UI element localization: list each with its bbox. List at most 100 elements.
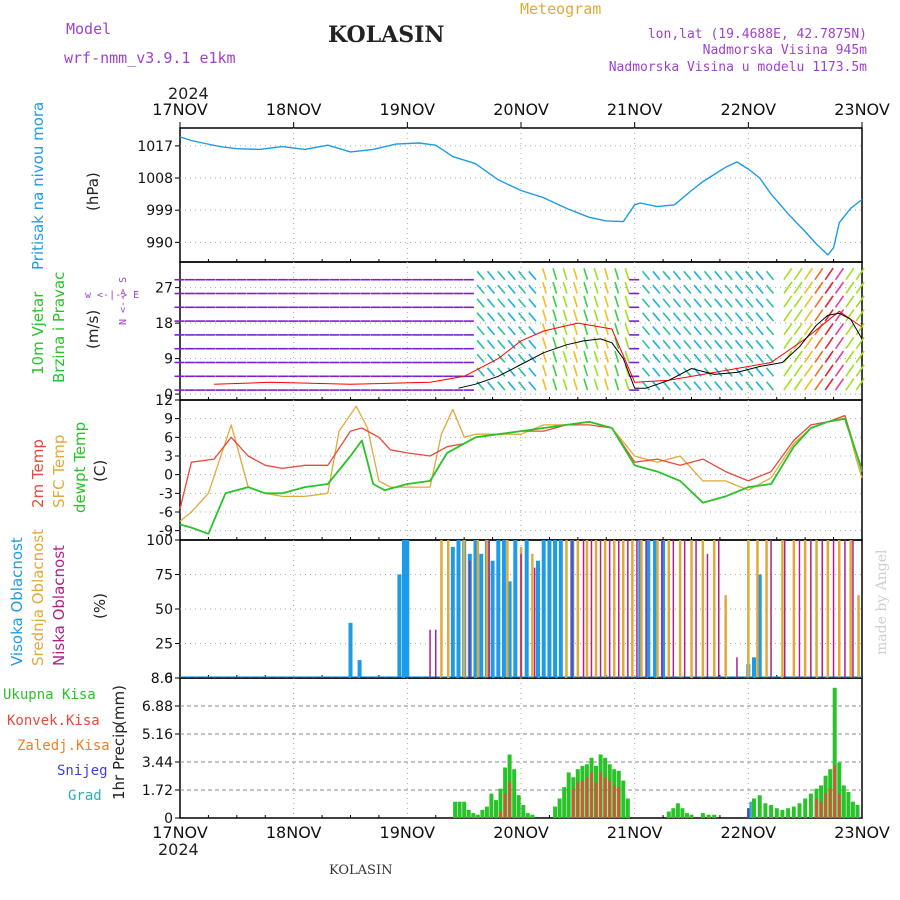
- wind-arrow: [528, 312, 537, 322]
- cloud-bar-high: [757, 574, 762, 678]
- wind-arrow: [652, 381, 661, 391]
- wind-arrow: [845, 336, 855, 350]
- cloud-bar-high: [450, 546, 455, 678]
- precip-bar-total: [457, 801, 462, 818]
- wind-arrow: [845, 364, 855, 377]
- y-tick-label: 9: [164, 412, 173, 428]
- wind-arrow: [572, 350, 578, 363]
- wind-arrow: [834, 378, 845, 391]
- x-tick-label-top: 18NOV: [266, 100, 322, 119]
- coords-label: lon,lat (19.4688E, 42.7875N): [648, 27, 867, 42]
- y-tick-label: 100: [146, 533, 173, 549]
- x-tick-label-bottom: 17NOV: [152, 823, 208, 842]
- wind-arrow: [855, 267, 865, 281]
- wind-arrow: [672, 284, 682, 295]
- wind-arrow: [497, 325, 506, 336]
- wind-arrow: [793, 322, 803, 336]
- y-tick-label: 9: [164, 352, 173, 368]
- wind-arrow: [724, 381, 733, 391]
- wind-arrow: [662, 298, 671, 308]
- wind-arrow: [507, 270, 516, 281]
- wind-arrow: [783, 267, 793, 281]
- wind-arrow: [572, 378, 578, 391]
- wind-arrow: [683, 284, 692, 295]
- wind-arrow: [834, 350, 845, 363]
- wind-arrow: [803, 378, 814, 391]
- model-label: Model: [66, 20, 111, 38]
- cloud-bar-mid: [815, 540, 818, 678]
- wind-arrow: [507, 381, 516, 391]
- cloud-bar-mid: [690, 540, 693, 678]
- cloud-bar-low: [821, 540, 823, 678]
- y-tick-label: 0: [164, 387, 173, 403]
- wind-arrow: [662, 381, 671, 391]
- wind-arrow: [562, 281, 568, 294]
- wind-arrow: [703, 270, 713, 281]
- cloud-bar-low: [683, 540, 686, 678]
- wind-arrow: [572, 309, 578, 322]
- wind-arrow: [824, 295, 834, 308]
- wind-arrow: [703, 353, 713, 364]
- cloud-bar-low: [582, 540, 585, 678]
- wind-arrow: [583, 323, 589, 336]
- wind-arrow: [528, 381, 537, 391]
- cloud-bar-high: [558, 540, 563, 678]
- precip-bar-convective: [828, 788, 832, 818]
- wind-arrow: [476, 339, 485, 350]
- wind-arrow: [783, 378, 793, 391]
- precip-bar-total: [521, 805, 526, 818]
- cloud-bar-low: [844, 540, 846, 678]
- y-tick-label: 1.72: [142, 783, 173, 799]
- wind-arrow: [734, 381, 744, 391]
- y-tick-label: 18: [155, 316, 173, 332]
- precip-bar-total: [671, 808, 676, 818]
- cloud-bar-mid: [756, 540, 759, 678]
- wind-arrow: [803, 364, 814, 377]
- wind-arrow: [834, 364, 845, 377]
- y-tick-label: 8.6: [151, 671, 173, 687]
- cloud-bar-high: [507, 581, 512, 678]
- cloud-bar-mid: [803, 540, 807, 678]
- wind-arrow: [755, 339, 764, 350]
- wind-arrow: [793, 281, 803, 294]
- cloud-bar-low: [429, 629, 431, 678]
- wind-arrow: [541, 323, 547, 336]
- wind-arrow: [552, 350, 558, 363]
- wind-arrow: [834, 336, 845, 350]
- wind-arrow: [734, 325, 744, 336]
- x-tick-label-top: 17NOV: [152, 100, 208, 119]
- wind-title: 10m Vjetar: [29, 291, 47, 375]
- wind-arrow: [652, 312, 661, 322]
- wind-arrow: [603, 378, 609, 391]
- cloud-bar-mid: [849, 540, 852, 678]
- wind-arrow: [624, 364, 630, 377]
- cloud-bar-mid: [656, 540, 659, 678]
- wind-arrow: [641, 284, 651, 295]
- cloud-bar-high: [653, 540, 658, 678]
- cloud-bar-high: [401, 540, 406, 678]
- wind-arrow: [714, 381, 723, 391]
- precip-bar-convective: [838, 793, 841, 818]
- wind-arrow: [572, 295, 578, 308]
- wind-arrow: [593, 378, 599, 391]
- wind-arrow: [552, 323, 558, 336]
- wind-arrow: [497, 298, 506, 308]
- y-tick-label: 27: [155, 281, 173, 297]
- precip-bar-total: [621, 780, 626, 818]
- wind-arrow: [755, 312, 764, 322]
- wind-arrow: [603, 364, 609, 377]
- y-tick-label: 25: [155, 637, 173, 653]
- wind-arrow: [845, 378, 855, 391]
- wind-arrow: [624, 281, 630, 294]
- wind-arrow: [755, 381, 764, 391]
- cloud-bar-low: [661, 540, 663, 678]
- wind-arrow: [734, 353, 744, 364]
- wind-arrow: [507, 339, 516, 350]
- precip-bar-convective: [576, 782, 580, 818]
- wind-arrow: [724, 325, 733, 336]
- wind-arrow: [552, 337, 558, 349]
- wind-arrow: [593, 350, 599, 363]
- year-bottom: 2024: [158, 840, 199, 859]
- precip-bar-total: [706, 814, 711, 818]
- wind-arrow: [562, 295, 568, 308]
